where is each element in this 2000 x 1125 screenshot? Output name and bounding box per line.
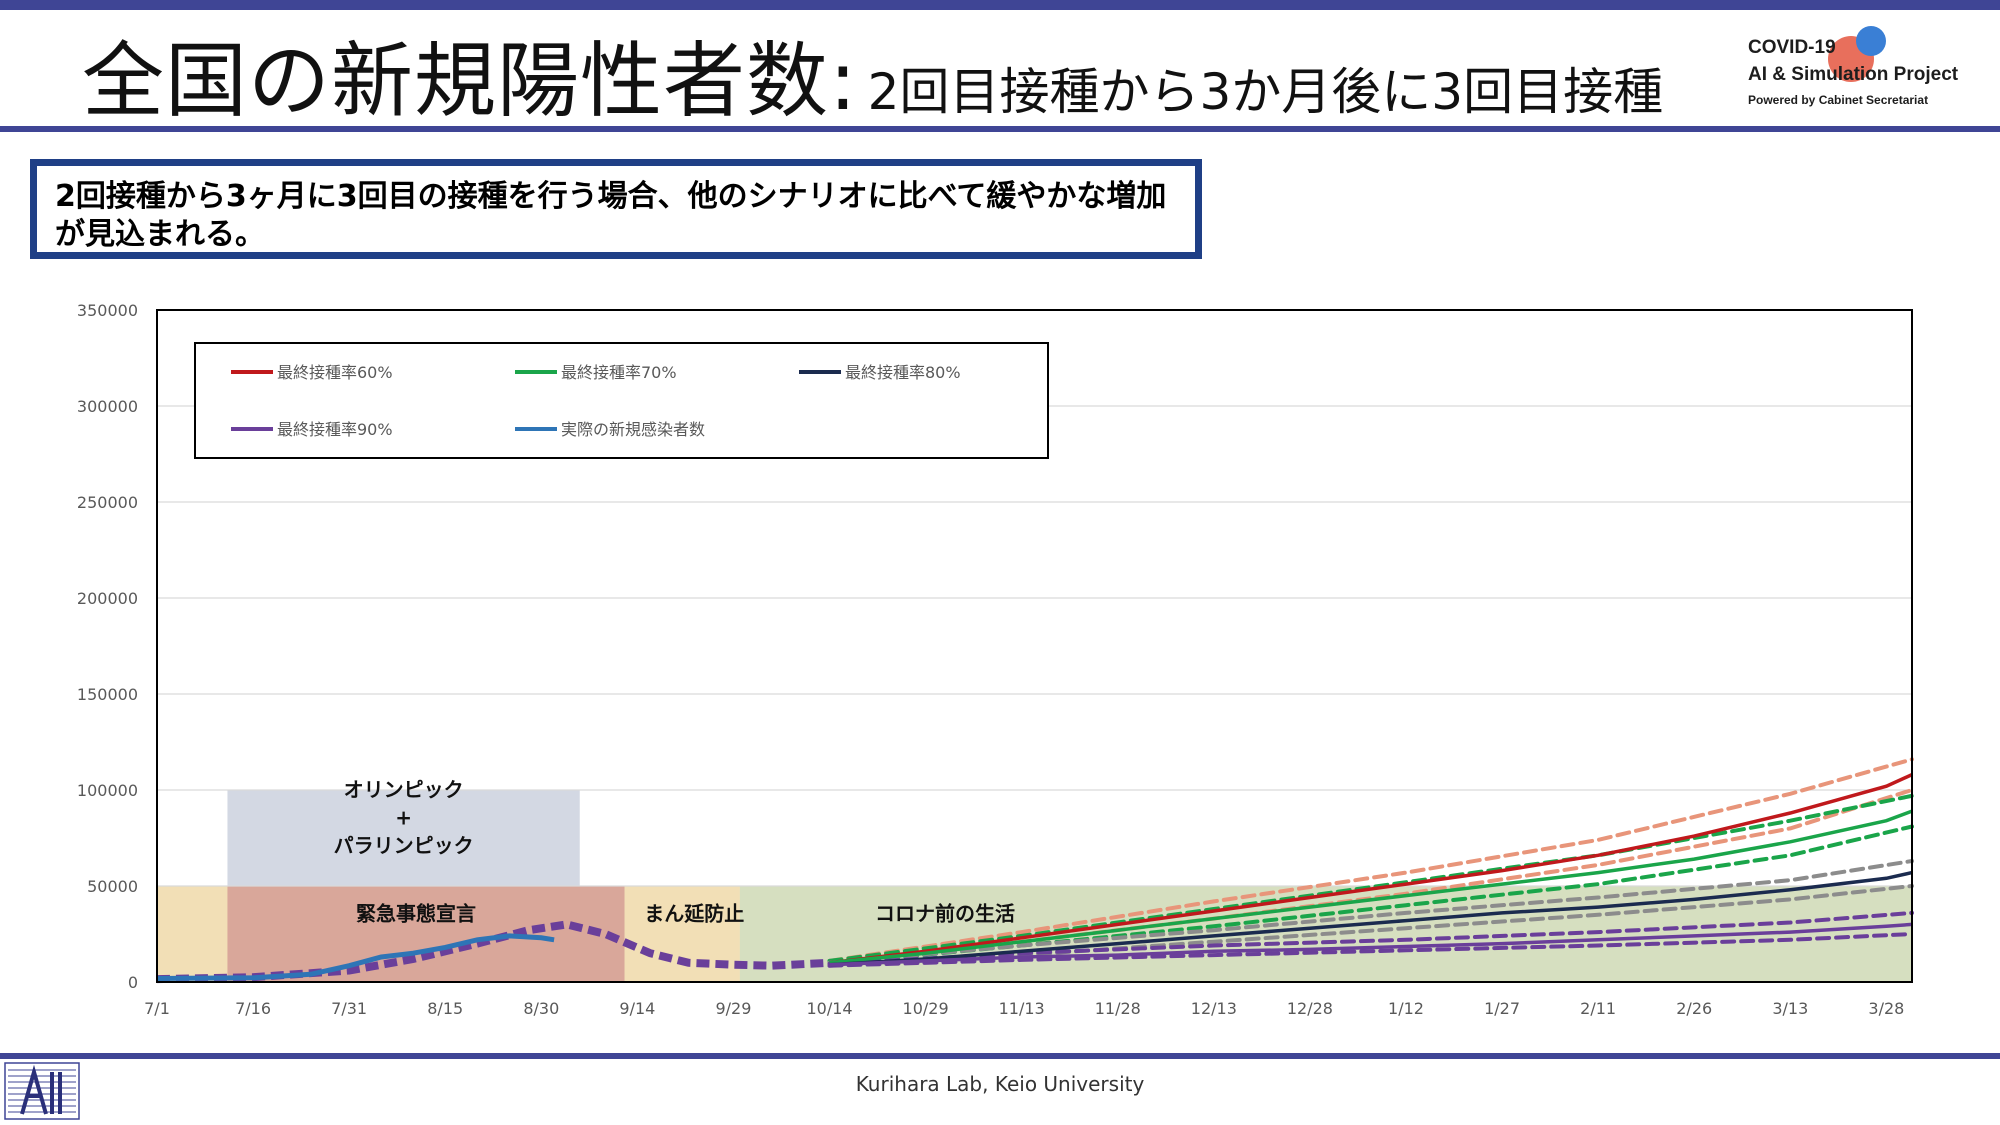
- x-tick-label: 12/28: [1287, 999, 1333, 1018]
- x-tick-label: 2/26: [1676, 999, 1712, 1018]
- footer-divider: [0, 1053, 2000, 1059]
- series-line: [829, 773, 1913, 965]
- logo-blue-circle-icon: [1856, 26, 1886, 56]
- summary-callout: 2回接種から3ヶ月に3回目の接種を行う場合、他のシナリオに比べて緩やかな増加が見…: [30, 159, 1202, 259]
- series-band-line: [827, 793, 1914, 963]
- legend-label: 最終接種率60%: [277, 363, 393, 382]
- legend-label: 最終接種率70%: [561, 363, 677, 382]
- cases-chart: 緊急事態宣言 まん延防止 コロナ前の生活 オリンピック+パラリンピック 0 50000 10…: [77, 301, 1914, 1018]
- page-title-main: 全国の新規陽性者数:: [82, 34, 858, 129]
- legend-label: 最終接種率80%: [845, 363, 961, 382]
- series-line: [829, 809, 1913, 965]
- x-tick-label: 11/13: [999, 999, 1045, 1018]
- y-tick-label: 300000: [77, 397, 138, 416]
- legend-label: 最終接種率90%: [277, 420, 393, 439]
- series-band-line: [827, 932, 1914, 968]
- logo-line-1: COVID-19: [1748, 37, 1836, 58]
- x-tick-label: 10/14: [806, 999, 852, 1018]
- logo-line-3: Powered by Cabinet Secretariat: [1748, 93, 1929, 107]
- y-tick-label: 50000: [87, 877, 138, 896]
- common-projection-line: [156, 920, 830, 984]
- x-tick-label: 8/15: [427, 999, 463, 1018]
- lab-logo-icon: [4, 1062, 80, 1120]
- period-region: [227, 886, 625, 982]
- region-label: オリンピック+パラリンピック: [334, 778, 474, 858]
- plot-frame: [156, 309, 1913, 983]
- series-band-line: [827, 757, 1914, 963]
- period-region: [227, 790, 580, 886]
- x-tick-label: 9/29: [715, 999, 751, 1018]
- series-line: [829, 870, 1913, 967]
- x-tick-label: 7/16: [235, 999, 271, 1018]
- series-line: [829, 922, 1913, 967]
- footer-credit: Kurihara Lab, Keio University: [855, 1072, 1145, 1096]
- x-tick-label: 1/12: [1388, 999, 1424, 1018]
- page-title: 全国の新規陽性者数: 2回目接種から3か月後に3回目接種: [82, 14, 1663, 129]
- y-tick-label: 100000: [77, 781, 138, 800]
- region-label: 緊急事態宣言: [356, 902, 476, 926]
- series-band-line: [827, 910, 1914, 966]
- x-tick-label: 7/1: [144, 999, 170, 1018]
- x-tick-label: 2/11: [1580, 999, 1616, 1018]
- legend-label: 実際の新規感染者数: [561, 420, 705, 439]
- logo-line-2: AI & Simulation Project: [1748, 64, 1959, 85]
- actual-cases-line: [156, 933, 555, 981]
- x-tick-label: 11/28: [1095, 999, 1141, 1018]
- region-label: まん延防止: [644, 902, 744, 926]
- x-tick-label: 3/13: [1772, 999, 1808, 1018]
- region-label: コロナ前の生活: [875, 902, 1015, 926]
- y-tick-label: 0: [128, 973, 138, 992]
- series-band-line: [827, 859, 1914, 965]
- top-accent-bar: [0, 0, 2000, 10]
- y-tick-label: 200000: [77, 589, 138, 608]
- y-tick-label: 350000: [77, 301, 138, 320]
- x-tick-label: 9/14: [619, 999, 655, 1018]
- legend-box: [194, 342, 1049, 459]
- x-tick-label: 8/30: [523, 999, 559, 1018]
- page-title-sub: 2回目接種から3か月後に3回目接種: [867, 63, 1664, 121]
- header-divider: [0, 126, 2000, 132]
- y-tick-label: 250000: [77, 493, 138, 512]
- covid-project-logo: COVID-19 AI & Simulation Project Powered…: [1746, 22, 1986, 117]
- x-tick-label: 1/27: [1484, 999, 1520, 1018]
- x-tick-label: 3/28: [1868, 999, 1904, 1018]
- summary-callout-text: 2回接種から3ヶ月に3回目の接種を行う場合、他のシナリオに比べて緩やかな増加が見…: [55, 179, 1167, 252]
- x-tick-label: 10/29: [903, 999, 949, 1018]
- x-tick-label: 12/13: [1191, 999, 1237, 1018]
- x-tick-label: 7/31: [331, 999, 367, 1018]
- y-tick-label: 150000: [77, 685, 138, 704]
